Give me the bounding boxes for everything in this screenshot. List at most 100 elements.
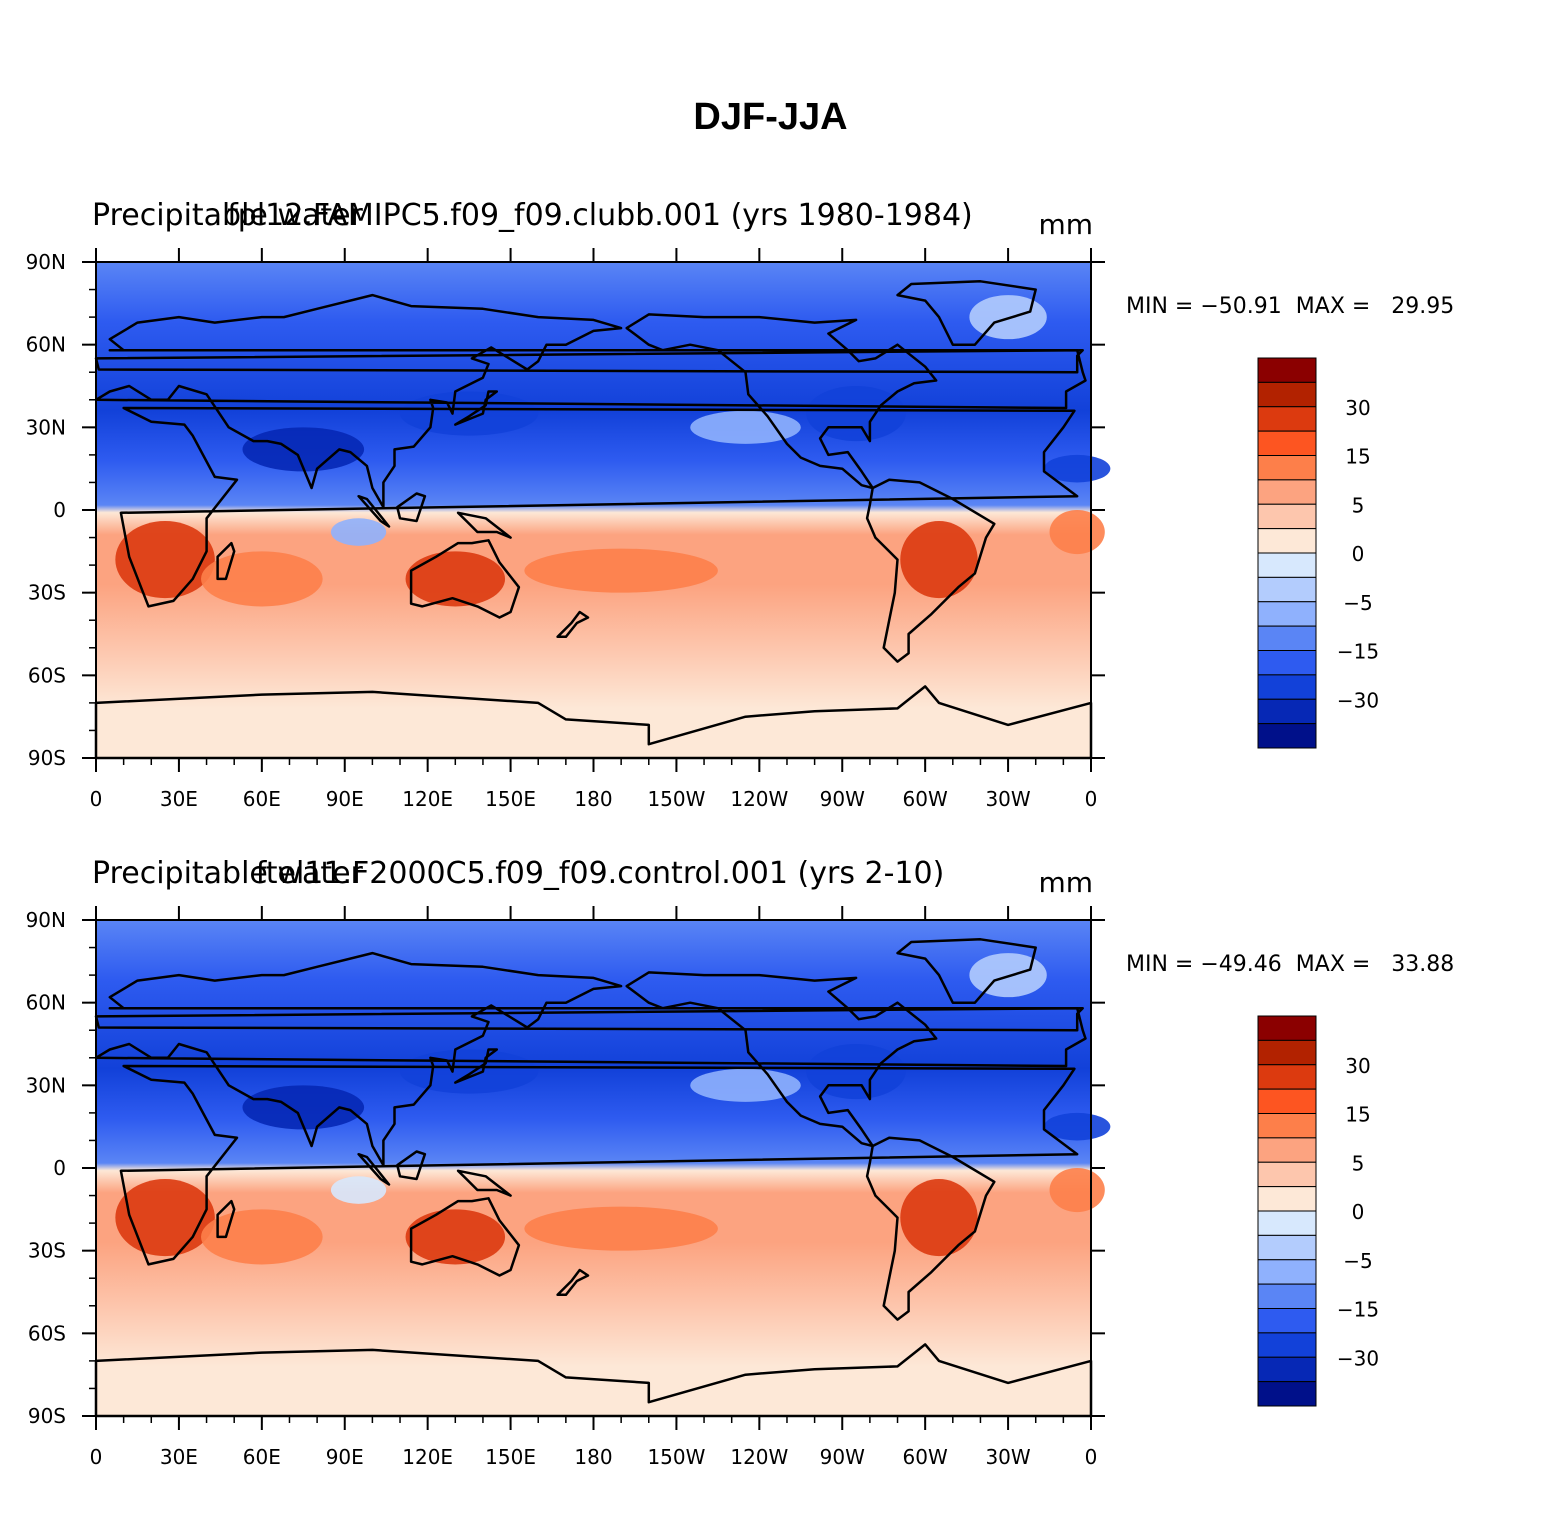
x-tick-label: 0 bbox=[90, 787, 103, 811]
colorbar-swatch bbox=[1257, 1161, 1317, 1188]
panel-1-min-value: −50.91 bbox=[1200, 294, 1282, 319]
y-tick-label: 90S bbox=[28, 746, 66, 770]
colorbar-swatch bbox=[1257, 455, 1317, 481]
colorbar-swatch bbox=[1257, 1064, 1317, 1090]
colorbar-swatch bbox=[1257, 1356, 1317, 1383]
colorbar-swatch bbox=[1257, 552, 1317, 578]
field-anomaly-11 bbox=[1049, 510, 1105, 555]
field-anomaly-10 bbox=[201, 551, 323, 607]
colorbar-swatch bbox=[1257, 650, 1317, 676]
panel-1-variable-title: Precipitable water bbox=[92, 198, 363, 233]
colorbar-swatch bbox=[1257, 430, 1317, 456]
panel-1-units: mm bbox=[1038, 208, 1093, 241]
coastline-japan bbox=[454, 1048, 499, 1084]
x-tick-label: 30W bbox=[985, 787, 1030, 811]
figure-title: DJF-JJA bbox=[693, 96, 848, 138]
field-anomaly-7 bbox=[405, 551, 506, 607]
coastline-borneo bbox=[396, 492, 427, 523]
coastline-australia bbox=[409, 1197, 521, 1277]
y-tick-label: 30S bbox=[28, 1239, 66, 1263]
colorbar-swatch bbox=[1257, 503, 1317, 530]
field-anomaly-3 bbox=[1044, 1112, 1111, 1141]
panel-2-units: mm bbox=[1038, 866, 1093, 899]
x-tick-label: 60W bbox=[903, 1445, 948, 1469]
colorbar-swatch bbox=[1257, 1283, 1317, 1309]
map-panel-1: Precipitable water fpl12.FAMIPC5.f09_f09… bbox=[0, 190, 1541, 840]
field-anomaly-8 bbox=[900, 1179, 978, 1257]
field-anomaly-6 bbox=[115, 521, 215, 599]
coastline-greenland bbox=[896, 938, 1037, 1004]
x-tick-label: 180 bbox=[574, 1445, 612, 1469]
panel-1-max-value: 29.95 bbox=[1391, 294, 1455, 319]
map-panel-2: Precipitable water ftel11.F2000C5.f09_f0… bbox=[0, 848, 1541, 1498]
colorbar-swatch bbox=[1257, 479, 1317, 505]
y-tick-label: 60S bbox=[28, 1321, 66, 1345]
x-tick-label: 0 bbox=[1085, 1445, 1098, 1469]
y-tick-label: 60N bbox=[26, 333, 66, 357]
x-tick-label: 30W bbox=[985, 1445, 1030, 1469]
colorbar-swatch bbox=[1257, 1039, 1317, 1066]
coastline-namerica bbox=[625, 971, 938, 1148]
panel-1-case-title: fpl12.FAMIPC5.f09_f09.clubb.001 (yrs 198… bbox=[227, 198, 973, 233]
x-tick-label: 120E bbox=[402, 1445, 453, 1469]
panel-1-minmax: MIN = −50.91 MAX = 29.95 bbox=[1126, 294, 1454, 319]
colorbar-swatch bbox=[1257, 601, 1317, 627]
colorbar-swatch bbox=[1257, 528, 1317, 554]
panel-2-map: 0 30E 60E 90E 120E 150E 180 150W 120W 90W 60W 30W 09… bbox=[26, 906, 1111, 1469]
colorbar-swatch bbox=[1257, 1015, 1317, 1041]
colorbar-label: 0 bbox=[1352, 1200, 1365, 1224]
coastline-madagascar bbox=[216, 541, 236, 581]
colorbar-swatch bbox=[1257, 1113, 1317, 1139]
field-anomaly-12 bbox=[330, 518, 387, 546]
field-anomaly-12 bbox=[330, 1176, 387, 1204]
colorbar-swatch bbox=[1257, 674, 1317, 700]
y-tick-label: 90N bbox=[26, 908, 66, 932]
colorbar-swatch bbox=[1257, 1088, 1317, 1114]
x-tick-label: 120E bbox=[402, 787, 453, 811]
coastline-japan bbox=[454, 390, 499, 426]
coastline-uk bbox=[94, 1006, 1084, 1032]
colorbar-label: −30 bbox=[1337, 1346, 1379, 1370]
panel-2-min-label: MIN = bbox=[1126, 952, 1194, 977]
colorbar-swatch bbox=[1257, 576, 1317, 603]
x-tick-label: 0 bbox=[1085, 787, 1098, 811]
field-anomaly-4 bbox=[690, 1068, 801, 1102]
colorbar-swatch bbox=[1257, 1332, 1317, 1358]
colorbar-label: −30 bbox=[1337, 688, 1379, 712]
field-anomaly-9 bbox=[524, 1206, 718, 1251]
colorbar-swatch bbox=[1257, 1186, 1317, 1212]
x-tick-label: 150W bbox=[647, 787, 705, 811]
colorbar-label: 5 bbox=[1352, 493, 1365, 517]
field-anomaly-1 bbox=[400, 391, 539, 436]
field-anomaly-11 bbox=[1049, 1168, 1105, 1213]
y-tick-label: 30N bbox=[26, 1073, 66, 1097]
panel-2-min-value: −49.46 bbox=[1200, 952, 1282, 977]
colorbar-swatch bbox=[1257, 1259, 1317, 1285]
panel-2-colorbar: 30 15 5 0 −5 −15 −30 bbox=[1257, 1015, 1379, 1407]
panel-2-max-label: MAX = bbox=[1295, 952, 1371, 977]
y-tick-label: 60S bbox=[28, 663, 66, 687]
panel-2-case-title: ftel11.F2000C5.f09_f09.control.001 (yrs … bbox=[255, 856, 945, 891]
x-tick-label: 90E bbox=[326, 787, 364, 811]
panel-1-max-label: MAX = bbox=[1295, 294, 1371, 319]
field-anomaly-2 bbox=[806, 1044, 906, 1100]
x-tick-label: 60E bbox=[243, 787, 281, 811]
y-tick-label: 90S bbox=[28, 1404, 66, 1428]
coastline-namerica bbox=[625, 313, 938, 490]
coastline-samerica bbox=[865, 1136, 996, 1321]
coastline-newguinea bbox=[456, 1169, 512, 1197]
colorbar-label: −5 bbox=[1343, 591, 1372, 615]
coastline-australia bbox=[409, 539, 521, 619]
field-anomaly-0 bbox=[242, 1085, 365, 1130]
coastline-sumatra bbox=[357, 1152, 391, 1186]
x-tick-label: 120W bbox=[730, 1445, 788, 1469]
colorbar-swatch bbox=[1257, 625, 1317, 651]
field-anomaly-3 bbox=[1044, 454, 1111, 483]
colorbar-swatch bbox=[1257, 1137, 1317, 1163]
x-tick-label: 0 bbox=[90, 1445, 103, 1469]
field-anomaly-9 bbox=[524, 548, 718, 593]
colorbar-label: −15 bbox=[1337, 1298, 1379, 1322]
panel-1-map: 0 30E 60E 90E 120E 150E 180 150W 120W 90W 60W 30W 09… bbox=[26, 248, 1111, 811]
colorbar-label: 30 bbox=[1345, 396, 1370, 420]
field-anomaly-1 bbox=[400, 1049, 539, 1094]
